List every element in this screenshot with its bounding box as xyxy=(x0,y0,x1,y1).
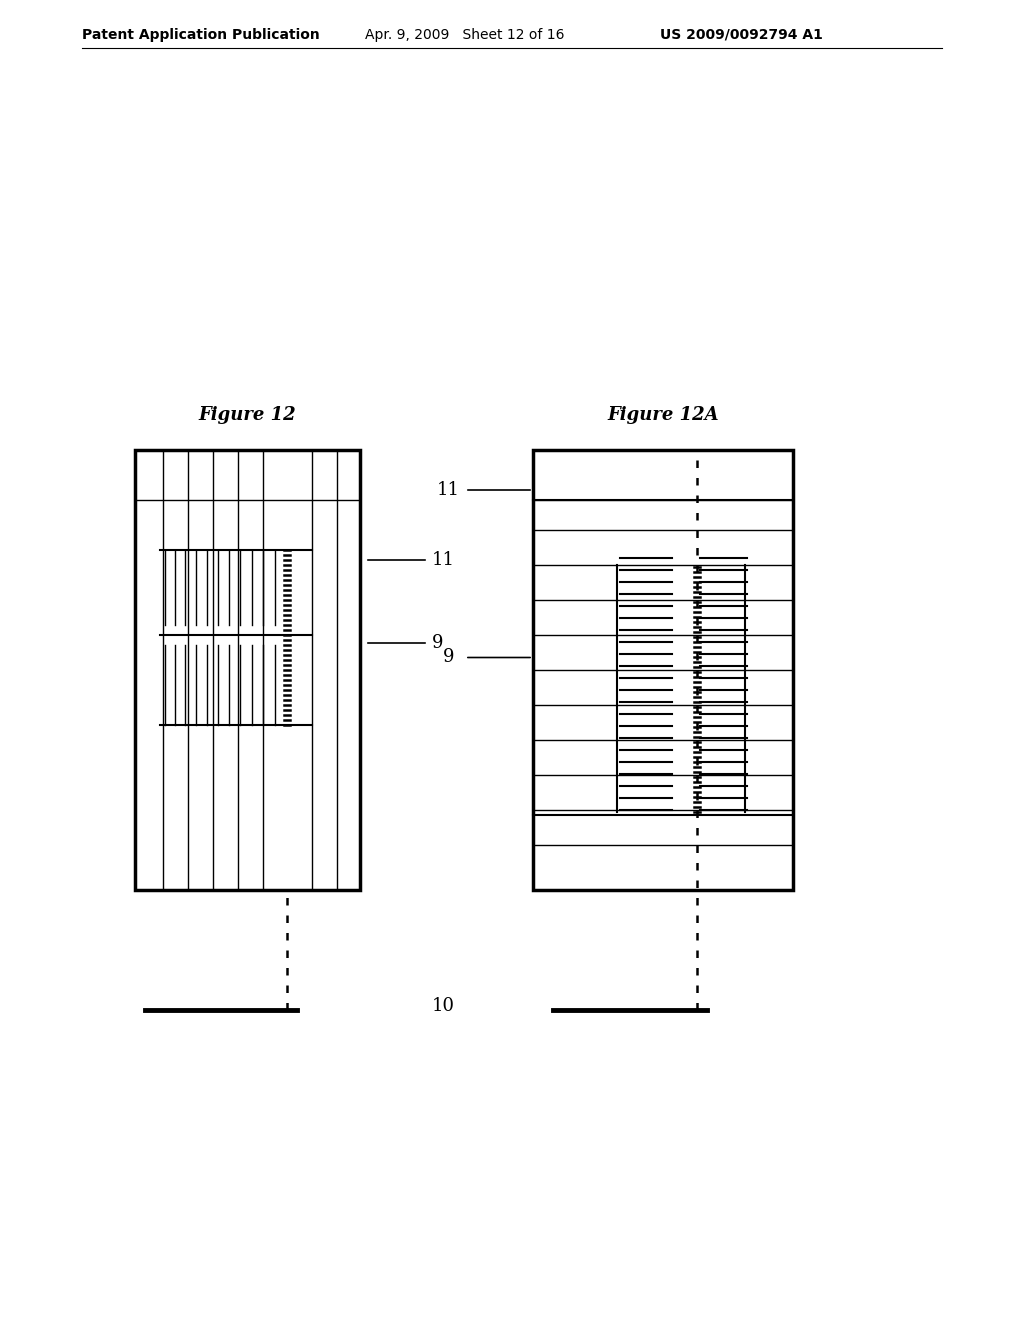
Text: Figure 12A: Figure 12A xyxy=(607,407,719,424)
Text: Figure 12: Figure 12 xyxy=(199,407,296,424)
Text: Patent Application Publication: Patent Application Publication xyxy=(82,28,319,42)
Text: 9: 9 xyxy=(442,648,455,667)
Bar xyxy=(534,450,793,890)
Bar xyxy=(135,450,360,890)
Text: 11: 11 xyxy=(437,480,460,499)
Text: 9: 9 xyxy=(432,634,443,652)
Text: US 2009/0092794 A1: US 2009/0092794 A1 xyxy=(660,28,823,42)
Text: Apr. 9, 2009   Sheet 12 of 16: Apr. 9, 2009 Sheet 12 of 16 xyxy=(365,28,564,42)
Text: 10: 10 xyxy=(432,997,455,1015)
Text: 11: 11 xyxy=(432,550,455,569)
